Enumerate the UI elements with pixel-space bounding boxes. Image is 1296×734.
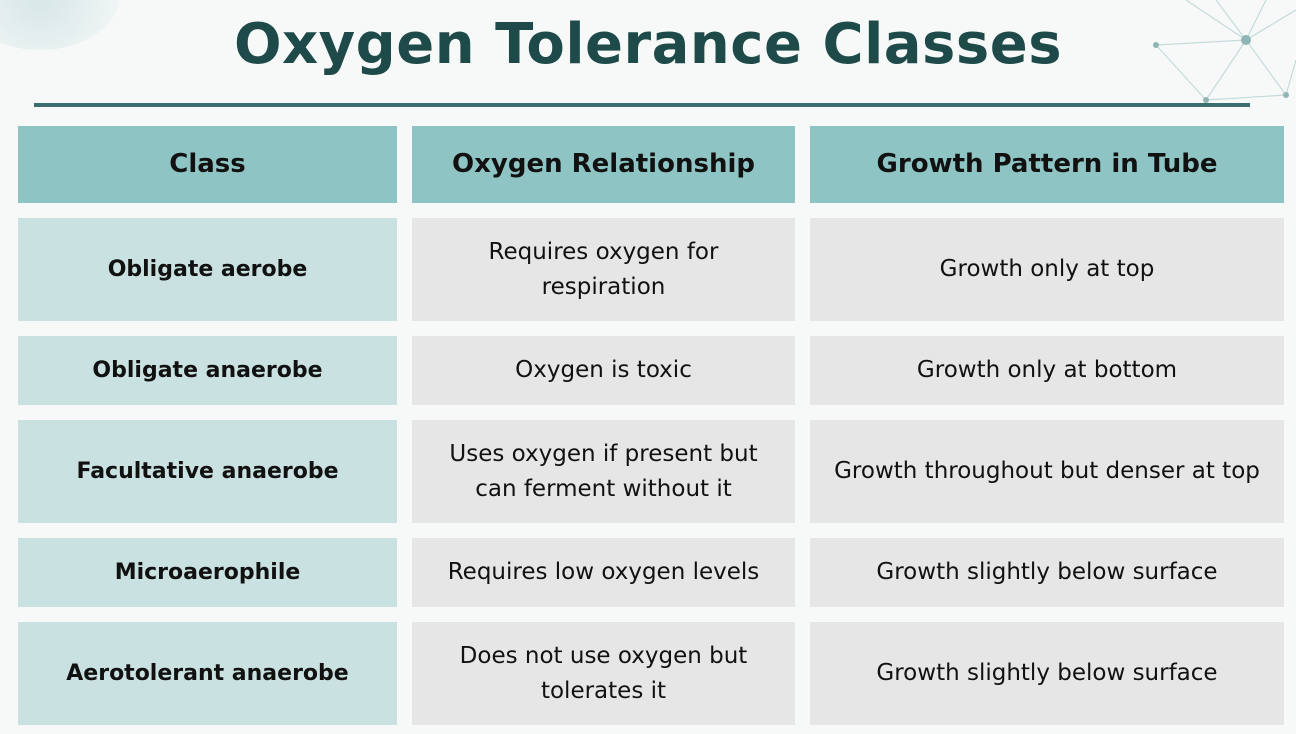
row-2-oxygen-relationship: Oxygen is toxic <box>412 336 795 405</box>
row-5-growth-pattern: Growth slightly below surface <box>810 622 1284 725</box>
row-2-class: Obligate anaerobe <box>18 336 397 405</box>
header-class: Class <box>18 126 397 203</box>
row-3-oxygen-relationship: Uses oxygen if present but can ferment w… <box>412 420 795 523</box>
row-5-oxygen-relationship: Does not use oxygen but tolerates it <box>412 622 795 725</box>
row-1-oxygen-relationship: Requires oxygen for respiration <box>412 218 795 321</box>
row-4-growth-pattern: Growth slightly below surface <box>810 538 1284 607</box>
header-growth-pattern: Growth Pattern in Tube <box>810 126 1284 203</box>
title-underline <box>34 103 1250 107</box>
row-5-class: Aerotolerant anaerobe <box>18 622 397 725</box>
row-2-growth-pattern: Growth only at bottom <box>810 336 1284 405</box>
oxygen-tolerance-table: Class Oxygen Relationship Growth Pattern… <box>18 126 1284 726</box>
row-1-class: Obligate aerobe <box>18 218 397 321</box>
molecule-network-decoration <box>1153 0 1296 103</box>
row-3-growth-pattern: Growth throughout but denser at top <box>810 420 1284 523</box>
row-4-class: Microaerophile <box>18 538 397 607</box>
row-3-class: Facultative anaerobe <box>18 420 397 523</box>
header-oxygen-relationship: Oxygen Relationship <box>412 126 795 203</box>
page-title: Oxygen Tolerance Classes <box>233 12 1063 77</box>
row-4-oxygen-relationship: Requires low oxygen levels <box>412 538 795 607</box>
row-1-growth-pattern: Growth only at top <box>810 218 1284 321</box>
